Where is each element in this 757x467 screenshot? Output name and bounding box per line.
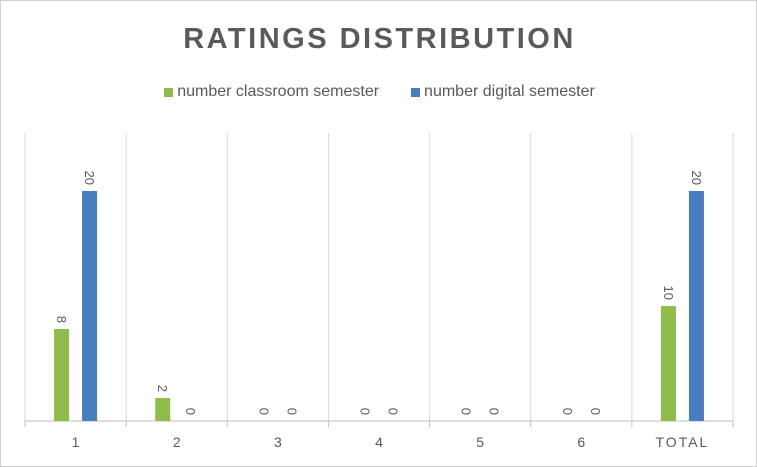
- legend-label-digital: number digital semester: [424, 83, 595, 100]
- legend-swatch-classroom: [164, 87, 174, 97]
- bar-digital: [688, 191, 704, 421]
- x-tick-label: 6: [577, 434, 585, 450]
- bar-digital: [82, 191, 98, 421]
- chart-title: RATINGS DISTRIBUTION: [183, 23, 576, 55]
- data-label: 0: [459, 408, 474, 415]
- bar-classroom: [155, 398, 171, 421]
- x-tick-label: TOTAL: [656, 434, 710, 450]
- x-tick-label: 5: [476, 434, 484, 450]
- x-tick-label: 4: [375, 434, 383, 450]
- data-label: 20: [689, 171, 704, 185]
- legend-item-classroom: number classroom semester: [164, 83, 379, 101]
- data-label: 0: [560, 408, 575, 415]
- data-label: 0: [358, 408, 373, 415]
- data-label: 8: [54, 316, 69, 323]
- legend-label-classroom: number classroom semester: [177, 83, 380, 100]
- legend-swatch-digital: [411, 87, 421, 97]
- data-label: 20: [82, 171, 97, 185]
- bar-classroom: [54, 329, 70, 421]
- x-tick-label: 3: [274, 434, 282, 450]
- chart-legend: number classroom semester number digital…: [1, 83, 757, 101]
- data-label: 0: [588, 408, 603, 415]
- legend-item-digital: number digital semester: [411, 83, 595, 101]
- x-tick-label: 1: [72, 434, 80, 450]
- data-label: 0: [284, 408, 299, 415]
- x-tick-label: 2: [173, 434, 181, 450]
- data-label: 10: [661, 286, 676, 300]
- data-label: 0: [183, 408, 198, 415]
- data-label: 0: [386, 408, 401, 415]
- data-label: 0: [487, 408, 502, 415]
- bar-classroom: [660, 306, 676, 421]
- data-label: 2: [155, 385, 170, 392]
- data-label: 0: [256, 408, 271, 415]
